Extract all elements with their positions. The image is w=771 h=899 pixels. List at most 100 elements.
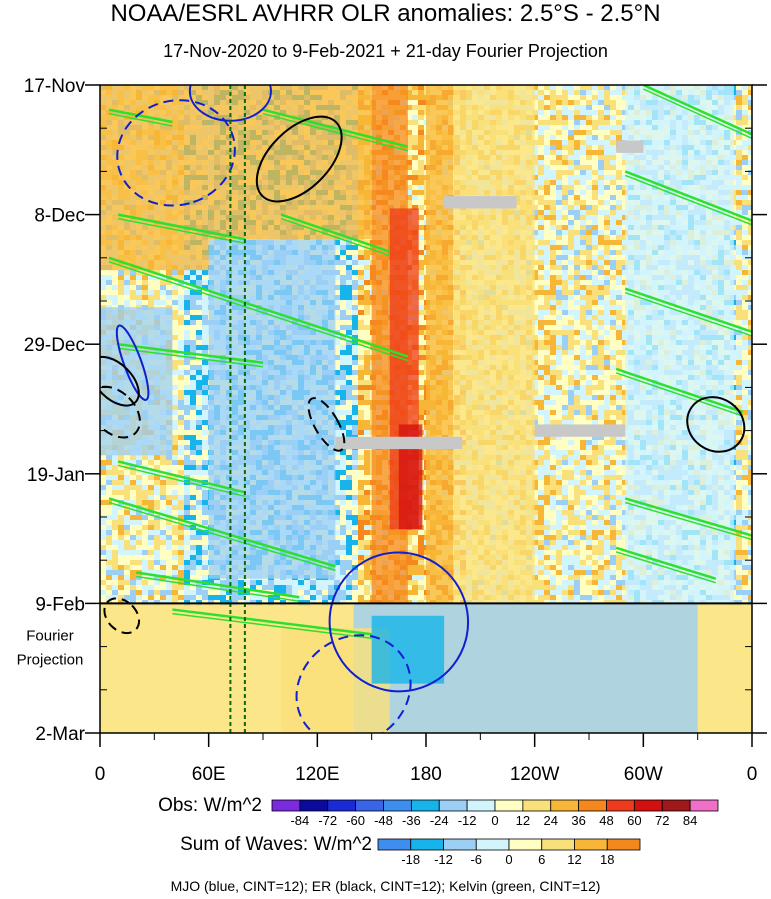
olr-cell bbox=[544, 260, 551, 266]
olr-cell bbox=[562, 125, 569, 131]
olr-cell bbox=[532, 110, 539, 116]
olr-cell bbox=[748, 300, 752, 306]
olr-cell bbox=[586, 195, 593, 201]
olr-cell bbox=[544, 115, 551, 121]
olr-cell bbox=[586, 170, 593, 176]
olr-cell bbox=[616, 190, 623, 196]
olr-cell bbox=[562, 225, 569, 231]
olr-cell bbox=[346, 240, 353, 246]
olr-cell bbox=[418, 105, 425, 111]
olr-cell bbox=[616, 310, 623, 316]
olr-cell bbox=[604, 160, 611, 166]
olr-cell bbox=[568, 145, 575, 151]
olr-cell bbox=[346, 265, 353, 271]
olr-cell bbox=[358, 300, 365, 306]
olr-cell bbox=[574, 300, 581, 306]
olr-cell bbox=[592, 195, 599, 201]
olr-cell bbox=[574, 100, 581, 106]
olr-cell bbox=[538, 125, 545, 131]
olr-cell bbox=[544, 170, 551, 176]
olr-cell bbox=[202, 310, 209, 316]
olr-cell bbox=[418, 255, 425, 261]
olr-cell bbox=[544, 125, 551, 131]
olr-cell bbox=[532, 95, 539, 101]
olr-cell bbox=[538, 275, 545, 281]
olr-cell bbox=[586, 265, 593, 271]
olr-cell bbox=[736, 165, 743, 171]
olr-cell bbox=[418, 270, 425, 276]
olr-cell bbox=[598, 285, 605, 291]
olr-cell bbox=[346, 280, 353, 286]
olr-cell bbox=[592, 205, 599, 211]
olr-cell bbox=[562, 140, 569, 146]
olr-cell bbox=[142, 295, 149, 301]
olr-cell bbox=[586, 300, 593, 306]
olr-cell bbox=[742, 90, 749, 96]
olr-cell bbox=[616, 285, 623, 291]
olr-cell bbox=[124, 300, 131, 306]
olr-cell bbox=[178, 300, 185, 306]
olr-cell bbox=[586, 130, 593, 136]
olr-cell bbox=[418, 205, 425, 211]
olr-cell bbox=[334, 295, 341, 301]
olr-cell bbox=[532, 100, 539, 106]
olr-cell bbox=[736, 205, 743, 211]
olr-cell bbox=[196, 270, 203, 276]
olr-cell bbox=[550, 255, 557, 261]
olr-cell bbox=[352, 255, 359, 261]
olr-cell bbox=[130, 270, 137, 276]
olr-cell bbox=[184, 275, 191, 281]
olr-cell bbox=[742, 245, 749, 251]
olr-cell bbox=[406, 145, 413, 151]
olr-cell bbox=[406, 180, 413, 186]
olr-cell bbox=[532, 310, 539, 316]
olr-cell bbox=[586, 275, 593, 281]
olr-cell bbox=[574, 165, 581, 171]
olr-cell bbox=[742, 205, 749, 211]
olr-cell bbox=[556, 300, 563, 306]
olr-cell bbox=[544, 280, 551, 286]
olr-cell bbox=[418, 160, 425, 166]
olr-cell bbox=[580, 305, 587, 311]
olr-cell bbox=[556, 110, 563, 116]
olr-cell bbox=[142, 290, 149, 296]
olr-cell bbox=[340, 305, 347, 311]
olr-cell bbox=[616, 85, 623, 91]
olr-cell bbox=[556, 125, 563, 131]
olr-cell bbox=[544, 95, 551, 101]
olr-cell bbox=[748, 140, 752, 146]
olr-cell bbox=[748, 270, 752, 276]
olr-cell bbox=[616, 235, 623, 241]
olr-cell bbox=[598, 185, 605, 191]
olr-cell bbox=[598, 145, 605, 151]
olr-cell bbox=[586, 150, 593, 156]
olr-cell bbox=[184, 305, 191, 311]
olr-cell bbox=[586, 100, 593, 106]
olr-cell bbox=[538, 185, 545, 191]
olr-cell bbox=[586, 135, 593, 141]
olr-cell bbox=[580, 105, 587, 111]
olr-cell bbox=[568, 185, 575, 191]
olr-cell bbox=[592, 245, 599, 251]
olr-cell bbox=[586, 120, 593, 126]
olr-cell bbox=[130, 275, 137, 281]
olr-cell bbox=[736, 185, 743, 191]
olr-cell bbox=[556, 95, 563, 101]
olr-cell bbox=[592, 110, 599, 116]
olr-cell bbox=[598, 240, 605, 246]
olr-cell bbox=[550, 120, 557, 126]
olr-cell bbox=[538, 245, 545, 251]
olr-cell bbox=[592, 225, 599, 231]
olr-cell bbox=[550, 220, 557, 226]
olr-cell bbox=[568, 310, 575, 316]
olr-cell bbox=[544, 155, 551, 161]
olr-cell bbox=[412, 170, 419, 176]
olr-cell bbox=[334, 245, 341, 251]
olr-cell bbox=[568, 100, 575, 106]
olr-cell bbox=[736, 105, 743, 111]
olr-cell bbox=[580, 205, 587, 211]
olr-cell bbox=[736, 190, 743, 196]
olr-cell bbox=[160, 290, 167, 296]
olr-cell bbox=[532, 155, 539, 161]
olr-cell bbox=[736, 275, 743, 281]
